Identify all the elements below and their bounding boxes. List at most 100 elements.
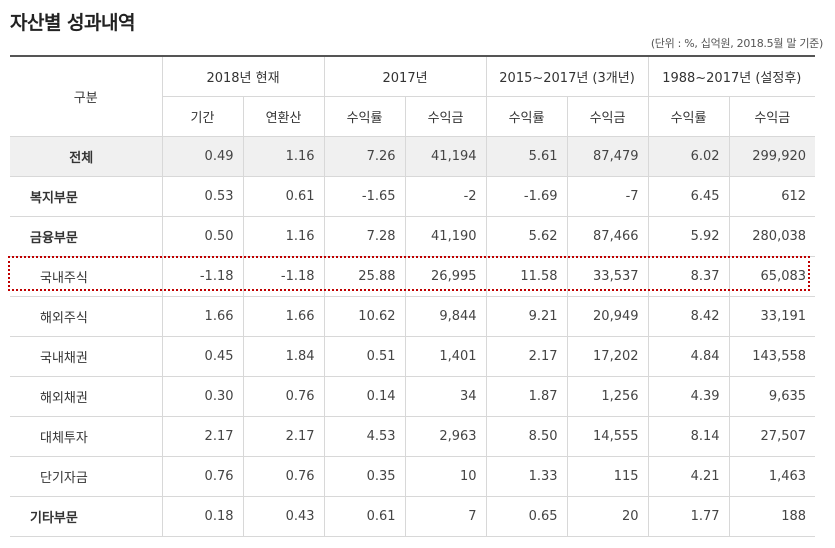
table-cell: 0.49 bbox=[161, 136, 243, 177]
header-group-2018: 2018년 현재 bbox=[161, 55, 325, 97]
table-cell: -2 bbox=[404, 176, 487, 217]
table-row: 대체투자 2.17 2.17 4.53 2,963 8.50 14,555 8.14 27,50… bbox=[10, 416, 816, 457]
table-cell: 5.62 bbox=[485, 216, 568, 257]
table-cell: 0.51 bbox=[323, 336, 406, 377]
table-cell: 0.50 bbox=[161, 216, 243, 257]
table-cell: 1.33 bbox=[485, 456, 568, 497]
table-cell: 612 bbox=[728, 176, 816, 217]
table-cell: 0.76 bbox=[242, 456, 325, 497]
row-label: 대체투자 bbox=[10, 416, 162, 457]
table-cell: 7.26 bbox=[323, 136, 406, 177]
table-cell: 5.92 bbox=[647, 216, 730, 257]
header-row-groups: 구분 2018년 현재 2017년 2015~2017년 (3개년) 1988~… bbox=[10, 55, 816, 137]
table-cell: 2.17 bbox=[242, 416, 325, 457]
table-row: 단기자금 0.76 0.76 0.35 10 1.33 115 4.21 1,463 bbox=[10, 456, 816, 497]
table-cell: 1,463 bbox=[728, 456, 816, 497]
header-group-since: 1988~2017년 (설정후) bbox=[647, 55, 816, 97]
header-group-2017: 2017년 bbox=[323, 55, 487, 97]
table-cell: 143,558 bbox=[728, 336, 816, 377]
header-category: 구분 bbox=[10, 55, 162, 137]
table-cell: 10.62 bbox=[323, 296, 406, 337]
table-cell: 0.18 bbox=[161, 496, 243, 537]
table-row: 전체 0.49 1.16 7.26 41,194 5.61 87,479 6.02 299,92… bbox=[10, 136, 816, 177]
table-cell: 27,507 bbox=[728, 416, 816, 457]
table-cell: 188 bbox=[728, 496, 816, 537]
row-label: 국내주식 bbox=[10, 256, 162, 297]
table-cell: -1.69 bbox=[485, 176, 568, 217]
table-body: 전체 0.49 1.16 7.26 41,194 5.61 87,479 6.02 299,92… bbox=[10, 136, 816, 537]
table-cell: -1.18 bbox=[161, 256, 243, 297]
table-row: 기타부문 0.18 0.43 0.61 7 0.65 20 1.77 188 bbox=[10, 496, 816, 537]
row-label: 전체 bbox=[10, 136, 162, 177]
table-cell: 4.39 bbox=[647, 376, 730, 417]
header-group-3yr: 2015~2017년 (3개년) bbox=[485, 55, 649, 97]
table-cell: 10 bbox=[404, 456, 487, 497]
row-label: 해외채권 bbox=[10, 376, 162, 417]
table-cell: 1,401 bbox=[404, 336, 487, 377]
table-cell: -7 bbox=[566, 176, 649, 217]
header-sub: 수익금 bbox=[728, 96, 816, 137]
page-title: 자산별 성과내역 bbox=[10, 12, 135, 34]
table-row: 해외주식 1.66 1.66 10.62 9,844 9.21 20,949 8.42 33,1… bbox=[10, 296, 816, 337]
table-cell: 7 bbox=[404, 496, 487, 537]
performance-table: 구분 2018년 현재 2017년 2015~2017년 (3개년) 1988~… bbox=[10, 55, 816, 537]
table-cell: 20,949 bbox=[566, 296, 649, 337]
table-cell: 1.66 bbox=[242, 296, 325, 337]
table-cell: 2,963 bbox=[404, 416, 487, 457]
header-sub: 수익률 bbox=[323, 96, 406, 137]
row-label: 해외주식 bbox=[10, 296, 162, 337]
table-cell: 33,537 bbox=[566, 256, 649, 297]
table-cell: 0.61 bbox=[242, 176, 325, 217]
table-row: 금융부문 0.50 1.16 7.28 41,190 5.62 87,466 5.92 280,… bbox=[10, 216, 816, 257]
header-sub: 기간 bbox=[161, 96, 243, 137]
table-cell: 9,635 bbox=[728, 376, 816, 417]
table-cell: 299,920 bbox=[728, 136, 816, 177]
table-cell: 4.53 bbox=[323, 416, 406, 457]
table-cell: 2.17 bbox=[161, 416, 243, 457]
table-cell: 8.50 bbox=[485, 416, 568, 457]
table-cell: 115 bbox=[566, 456, 649, 497]
table-cell: 0.53 bbox=[161, 176, 243, 217]
table-cell: 20 bbox=[566, 496, 649, 537]
table-cell: 1,256 bbox=[566, 376, 649, 417]
table-cell: 280,038 bbox=[728, 216, 816, 257]
table-row: 국내주식 -1.18 -1.18 25.88 26,995 11.58 33,537 8.37… bbox=[10, 256, 816, 297]
table-cell: 11.58 bbox=[485, 256, 568, 297]
table-cell: 87,479 bbox=[566, 136, 649, 177]
table-row: 국내채권 0.45 1.84 0.51 1,401 2.17 17,202 4.84 143,5… bbox=[10, 336, 816, 377]
table-cell: 8.42 bbox=[647, 296, 730, 337]
table-cell: 17,202 bbox=[566, 336, 649, 377]
header-sub: 수익금 bbox=[404, 96, 487, 137]
header-sub: 수익률 bbox=[485, 96, 568, 137]
table-cell: 0.14 bbox=[323, 376, 406, 417]
table-cell: 26,995 bbox=[404, 256, 487, 297]
table-cell: 65,083 bbox=[728, 256, 816, 297]
table-cell: 0.76 bbox=[161, 456, 243, 497]
table-cell: 6.02 bbox=[647, 136, 730, 177]
table-cell: 1.87 bbox=[485, 376, 568, 417]
header-sub: 연환산 bbox=[242, 96, 325, 137]
table-cell: 0.35 bbox=[323, 456, 406, 497]
header-sub: 수익률 bbox=[647, 96, 730, 137]
row-label: 복지부문 bbox=[10, 176, 162, 217]
table-cell: 25.88 bbox=[323, 256, 406, 297]
table-cell: 34 bbox=[404, 376, 487, 417]
table-cell: 6.45 bbox=[647, 176, 730, 217]
table-cell: 14,555 bbox=[566, 416, 649, 457]
table-cell: 1.84 bbox=[242, 336, 325, 377]
row-label: 기타부문 bbox=[10, 496, 162, 537]
table-cell: 0.76 bbox=[242, 376, 325, 417]
table-cell: 0.43 bbox=[242, 496, 325, 537]
table-cell: 1.16 bbox=[242, 136, 325, 177]
table-cell: 41,190 bbox=[404, 216, 487, 257]
table-cell: 0.61 bbox=[323, 496, 406, 537]
row-label: 국내채권 bbox=[10, 336, 162, 377]
table-cell: 1.16 bbox=[242, 216, 325, 257]
table-cell: -1.65 bbox=[323, 176, 406, 217]
table-cell: 8.14 bbox=[647, 416, 730, 457]
table-cell: 7.28 bbox=[323, 216, 406, 257]
table-row: 복지부문 0.53 0.61 -1.65 -2 -1.69 -7 6.45 612 bbox=[10, 176, 816, 217]
table-cell: 1.66 bbox=[161, 296, 243, 337]
row-label: 금융부문 bbox=[10, 216, 162, 257]
table-cell: -1.18 bbox=[242, 256, 325, 297]
